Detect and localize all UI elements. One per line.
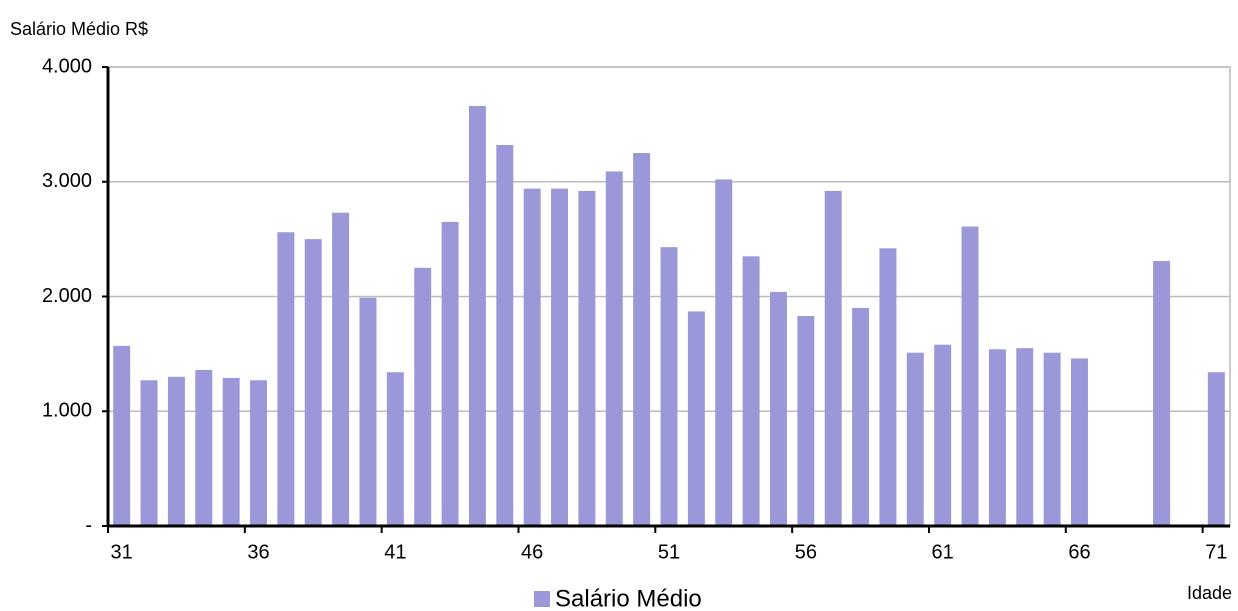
- x-tick-label: 61: [932, 541, 954, 563]
- x-tick-label: 41: [384, 541, 406, 563]
- bar: [797, 316, 815, 526]
- y-tick-label: 2.000: [42, 285, 92, 307]
- bar: [633, 153, 651, 526]
- bar: [113, 345, 131, 526]
- bar: [852, 307, 870, 526]
- y-tick-label: 4.000: [42, 55, 92, 77]
- bar: [250, 380, 267, 526]
- bar: [578, 190, 596, 526]
- y-tick-label: -: [85, 514, 92, 536]
- legend-swatch: [534, 591, 550, 607]
- bar: [769, 291, 787, 526]
- legend-label: Salário Médio: [555, 585, 702, 611]
- bar: [496, 145, 514, 526]
- x-tick-label: 66: [1068, 541, 1090, 563]
- bar: [304, 239, 322, 526]
- bar: [222, 377, 240, 526]
- bar: [934, 344, 952, 526]
- bar: [332, 212, 350, 527]
- y-tick-label: 1.000: [42, 400, 92, 422]
- bar: [605, 171, 623, 527]
- bar: [961, 226, 979, 526]
- bar: [1043, 352, 1061, 526]
- bar: [140, 380, 158, 526]
- x-tick-label: 31: [111, 541, 133, 563]
- bar: [687, 311, 705, 526]
- bar: [468, 106, 486, 526]
- x-tick-label: 46: [521, 541, 543, 563]
- bar: [386, 372, 404, 526]
- x-tick-label: 56: [795, 541, 817, 563]
- bar: [523, 188, 541, 526]
- bar: [277, 232, 295, 527]
- bar: [660, 247, 678, 526]
- bar: [359, 297, 377, 526]
- bar: [715, 179, 733, 526]
- x-tick-label: 36: [247, 541, 269, 563]
- bar: [988, 349, 1006, 526]
- bar: [1071, 358, 1088, 526]
- y-tick-label: 3.000: [42, 170, 92, 192]
- bar: [1207, 372, 1225, 526]
- bar: [551, 188, 569, 526]
- y-axis-label: Salário Médio R$: [10, 19, 148, 39]
- bar: [441, 221, 459, 526]
- bar: [824, 190, 842, 526]
- bar: [1153, 260, 1171, 526]
- bar: [414, 267, 432, 526]
- bar: [1016, 348, 1034, 526]
- x-tick-label: 51: [658, 541, 680, 563]
- bar: [879, 248, 897, 526]
- x-tick-label: 71: [1205, 541, 1227, 563]
- x-axis-label: Idade: [1187, 583, 1232, 603]
- bar: [195, 369, 213, 526]
- bar: [906, 352, 924, 526]
- bar: [742, 256, 760, 526]
- bar: [167, 376, 185, 526]
